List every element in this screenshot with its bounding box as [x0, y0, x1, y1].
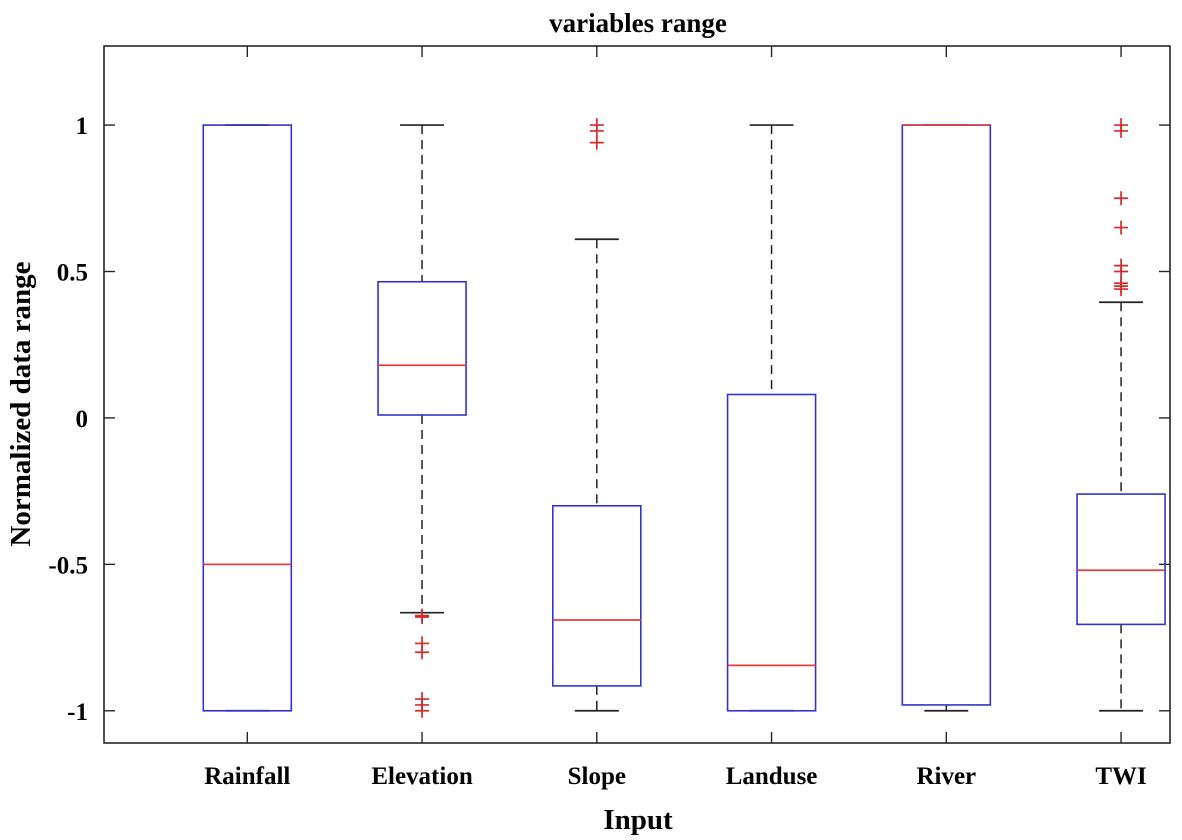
y-tick-label: -1: [67, 699, 88, 726]
outlier-point: [1114, 220, 1129, 235]
outlier-point: [1114, 118, 1129, 133]
iqr-box: [726, 393, 817, 712]
iqr-box: [901, 124, 992, 706]
box-slope: [552, 118, 642, 712]
outlier-point: [415, 610, 430, 625]
x-tick-label: River: [916, 763, 976, 790]
outlier-point: [415, 645, 430, 660]
box-rainfall: [202, 124, 293, 712]
iqr-box: [552, 504, 642, 687]
outlier-point: [589, 118, 604, 133]
x-tick-label: TWI: [1095, 763, 1146, 790]
tick-layer: 1 0.5 0 -0.5 -1 Rainfall Elevation Slope Landuse…: [48, 46, 1170, 790]
y-tick-label: 0: [76, 406, 89, 433]
chart-title: variables range: [549, 8, 727, 38]
outlier-point: [415, 703, 430, 718]
outlier-point: [589, 135, 604, 150]
outlier-point: [1114, 258, 1129, 273]
y-tick-label: -0.5: [48, 552, 88, 579]
x-tick-label: Landuse: [726, 763, 818, 790]
x-tick-label: Slope: [568, 763, 626, 790]
box-elevation: [377, 124, 467, 718]
x-tick-label: Elevation: [371, 763, 472, 790]
box-twi: [1076, 118, 1166, 712]
x-tick-label: Rainfall: [204, 763, 290, 790]
y-axis-label: Normalized data range: [5, 261, 37, 546]
outlier-point: [1114, 276, 1129, 291]
iqr-box: [1076, 493, 1166, 626]
iqr-box: [377, 280, 467, 416]
outlier-point: [1114, 191, 1129, 206]
iqr-box: [202, 124, 293, 712]
box-layer: [202, 118, 1166, 718]
plot-frame: [103, 45, 1171, 744]
y-tick-label: 1: [76, 113, 89, 140]
box-landuse: [726, 124, 817, 712]
y-tick-label: 0.5: [57, 260, 88, 287]
x-axis-label: Input: [603, 804, 673, 836]
box-river: [901, 124, 992, 712]
